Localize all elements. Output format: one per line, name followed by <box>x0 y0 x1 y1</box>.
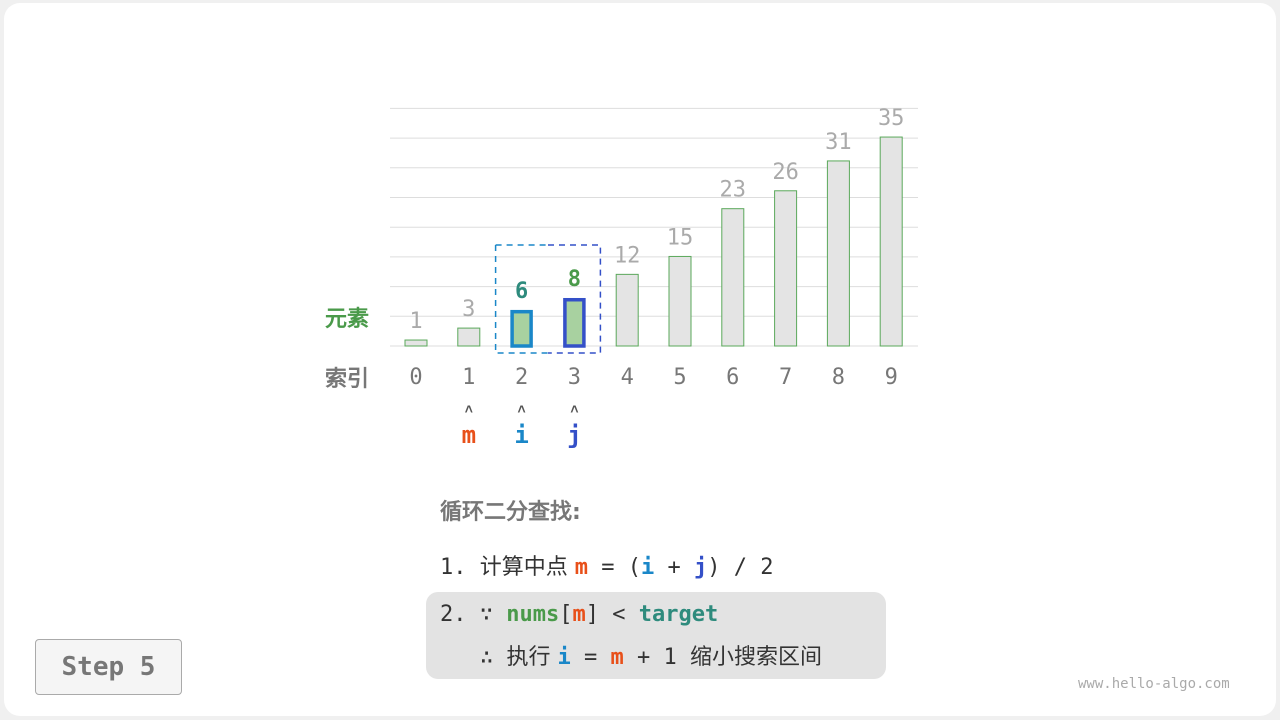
pointer-arrow-icon: ˄ <box>465 402 473 418</box>
value-label: 6 <box>515 279 528 304</box>
index-label: 5 <box>673 365 686 390</box>
search-interval-left <box>494 244 548 354</box>
bar-2 <box>510 309 533 348</box>
bar-6 <box>721 208 745 347</box>
elements-label: 元素 <box>325 307 370 332</box>
pointer-j: j <box>567 421 581 449</box>
bar-0 <box>404 339 428 347</box>
value-label: 8 <box>568 267 581 292</box>
bar-4 <box>615 273 639 347</box>
bar-1 <box>457 327 481 347</box>
bar-8 <box>826 160 850 347</box>
value-label: 15 <box>667 225 694 250</box>
index-label: 2 <box>515 365 528 390</box>
index-label: 3 <box>568 365 581 390</box>
algorithm-title: 循环二分查找: <box>440 500 581 525</box>
step-2: 2. ∵ nums[m] < target <box>440 602 719 627</box>
pointer-i: i <box>514 421 528 449</box>
bar-9 <box>879 136 903 347</box>
value-label: 23 <box>720 178 747 203</box>
value-label: 12 <box>614 243 641 268</box>
index-label: 4 <box>621 365 634 390</box>
index-label: 7 <box>779 365 792 390</box>
index-label: 8 <box>832 365 845 390</box>
value-label: 31 <box>825 130 852 155</box>
step-2-conclusion: ∴ 执行 i = m + 1 缩小搜索区间 <box>480 645 822 670</box>
pointer-arrow-icon: ˄ <box>517 402 525 418</box>
index-label: 1 <box>462 365 475 390</box>
bar-7 <box>774 190 798 347</box>
pointer-m: m <box>462 421 476 449</box>
value-label: 35 <box>878 106 905 131</box>
bar-3 <box>563 297 586 348</box>
step-button[interactable]: Step 5 <box>35 639 182 695</box>
index-label: 0 <box>409 365 422 390</box>
index-label: 6 <box>726 365 739 390</box>
index-label: 9 <box>885 365 898 390</box>
watermark: www.hello-algo.com <box>1078 676 1230 692</box>
bar-5 <box>668 255 692 347</box>
highlight-step-box <box>426 592 886 679</box>
index-label: 索引 <box>325 367 370 392</box>
search-interval-right <box>548 244 602 354</box>
value-label: 3 <box>462 297 475 322</box>
pointer-arrow-icon: ˄ <box>570 402 578 418</box>
step-1: 1. 计算中点 m = (i + j) / 2 <box>440 555 774 580</box>
value-label: 26 <box>772 160 799 185</box>
value-label: 1 <box>409 309 422 334</box>
